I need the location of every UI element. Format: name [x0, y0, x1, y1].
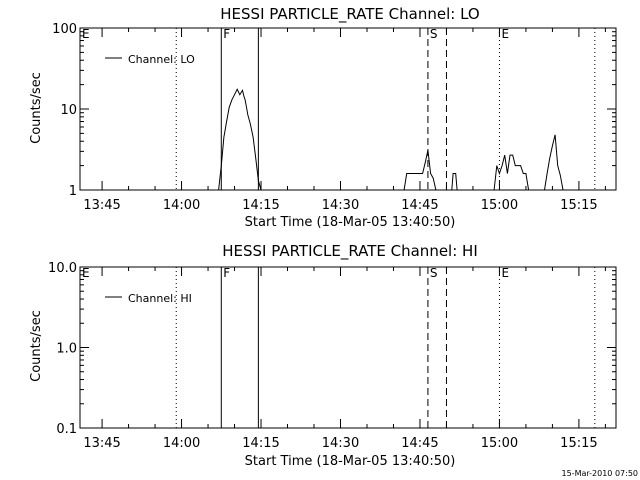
x-tick-label: 14:15 — [242, 436, 279, 451]
panel-lo: HESSI PARTICLE_RATE Channel: LO Counts/s… — [29, 5, 617, 230]
x-tick-label: 14:00 — [163, 436, 200, 451]
x-tick-label: 13:45 — [83, 198, 120, 213]
series-line-segment — [451, 173, 458, 191]
x-tick-label: 15:15 — [560, 198, 597, 213]
panel-hi-xlabel: Start Time (18-Mar-05 13:40:50) — [245, 454, 456, 469]
y-tick-label: 0.1 — [56, 422, 77, 437]
panel-lo-ylabel: Counts/sec — [29, 72, 44, 144]
series-line-segment — [218, 88, 262, 191]
footer-timestamp: 15-Mar-2010 07:50 — [562, 469, 639, 478]
panel-lo-title: HESSI PARTICLE_RATE Channel: LO — [220, 5, 479, 24]
x-tick-label: 15:00 — [481, 198, 518, 213]
series-line-segment — [544, 134, 564, 191]
panel-hi: HESSI PARTICLE_RATE Channel: HI Counts/s… — [29, 242, 617, 469]
event-marker-label: E — [501, 27, 509, 41]
x-tick-label: 14:00 — [163, 198, 200, 213]
panel-hi-ylabel: Counts/sec — [29, 310, 44, 382]
x-tick-label: 14:45 — [401, 198, 438, 213]
x-tick-label: 15:00 — [481, 436, 518, 451]
x-tick-label: 13:45 — [83, 436, 120, 451]
event-marker-label: F — [223, 27, 230, 41]
event-marker-label: S — [430, 27, 438, 41]
panel-hi-title: HESSI PARTICLE_RATE Channel: HI — [222, 242, 478, 261]
event-marker-label: E — [501, 266, 509, 280]
event-marker-label: F — [223, 266, 230, 280]
y-tick-label: 1 — [69, 184, 77, 199]
x-tick-label: 14:30 — [322, 198, 359, 213]
panel-hi-legend-label: Channel: HI — [128, 292, 192, 305]
event-marker-label: E — [82, 27, 90, 41]
event-marker-label: E — [82, 266, 90, 280]
x-tick-label: 15:15 — [560, 436, 597, 451]
event-marker-label: S — [430, 266, 438, 280]
y-tick-label: 10 — [60, 103, 77, 118]
x-tick-label: 14:15 — [242, 198, 279, 213]
panel-lo-legend-label: Channel: LO — [128, 53, 195, 66]
y-tick-label: 1.0 — [56, 342, 77, 357]
series-line-segment — [493, 154, 530, 191]
x-tick-label: 14:45 — [401, 436, 438, 451]
y-tick-label: 100 — [52, 22, 77, 37]
series-line-segment — [403, 150, 437, 191]
panel-lo-xlabel: Start Time (18-Mar-05 13:40:50) — [245, 215, 456, 230]
y-tick-label: 10.0 — [48, 261, 77, 276]
x-tick-label: 14:30 — [322, 436, 359, 451]
